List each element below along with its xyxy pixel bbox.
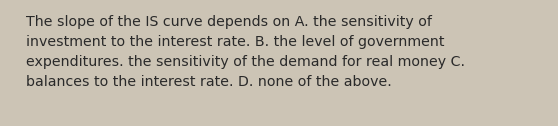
- Text: The slope of the IS curve depends on A. the sensitivity of
investment to the int: The slope of the IS curve depends on A. …: [26, 15, 465, 89]
